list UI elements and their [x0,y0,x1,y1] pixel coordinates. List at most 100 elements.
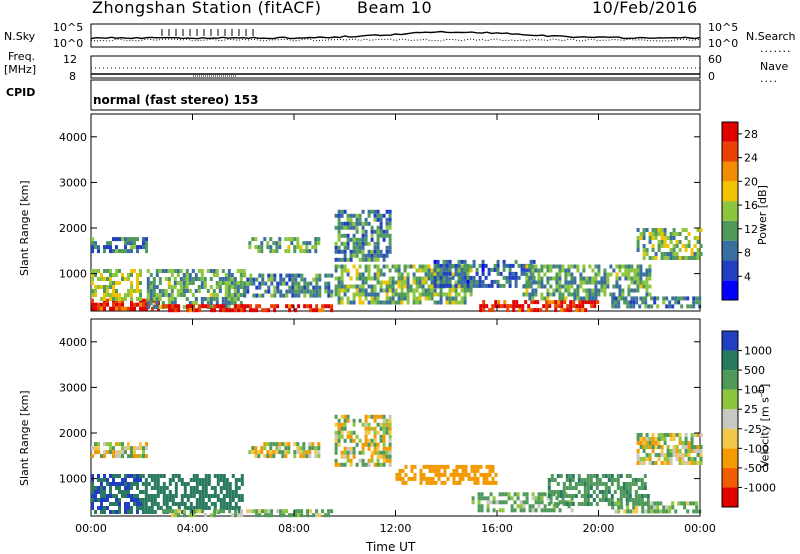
echo-cell [284,454,288,459]
echo-cell [197,285,201,289]
echo-cell [233,281,237,285]
echo-cell [421,284,425,289]
echo-cell [528,504,532,509]
nsky-label: N.Sky [4,30,36,43]
echo-cell [543,504,547,509]
echo-cell [189,502,193,506]
echo-cell [109,249,112,254]
echo-cell [496,267,500,272]
echo-cell [312,289,316,294]
echo-cell [509,304,513,309]
echo-cell [418,292,422,297]
echo-cell [118,297,121,301]
echo-cell [645,453,649,457]
echo-cell [639,461,643,465]
echo-cell [678,449,682,453]
echo-cell [412,288,416,293]
echo-cell [520,271,524,276]
echo-cell [145,245,148,250]
echo-cell [528,280,532,285]
echo-cell [424,276,428,281]
echo-cell [586,494,590,498]
echo-cell [463,292,467,297]
echo-cell [463,279,467,284]
echo-cell [168,506,172,510]
echo-cell [355,241,359,246]
echo-cell [376,225,380,230]
echo-cell [112,273,115,277]
echo-cell [302,450,306,455]
echo-cell [678,461,682,465]
echo-cell [225,502,229,506]
echo-cell [421,280,425,285]
echo-cell [228,486,232,490]
echo-cell [349,438,353,443]
echo-cell [595,494,599,498]
echo-cell [601,490,605,494]
echo-cell [639,276,643,281]
echo-cell [261,308,265,313]
echo-cell [567,272,571,277]
echo-cell [650,501,654,506]
echo-cell [177,502,181,506]
echo-cell [531,288,535,293]
echo-cell [663,461,667,465]
echo-cell [139,498,142,502]
echo-cell [97,269,100,273]
echo-cell [385,264,389,269]
echo-cell [534,508,538,513]
echo-cell [448,276,452,281]
echo-cell [233,285,237,289]
echo-cell [91,494,94,498]
echo-cell [565,478,569,482]
velocity-colorbar-label: Velocity [m s-1] [756,383,772,468]
echo-cell [139,281,142,285]
y-tick-label: 1000 [59,268,87,281]
echo-cell [422,472,426,477]
echo-cell [185,277,189,281]
echo-cell [121,446,124,451]
echo-cell [364,426,368,431]
echo-cell [385,446,389,451]
echo-cell [537,272,541,277]
echo-cell [185,273,189,277]
echo-cell [570,508,574,513]
echo-cell [534,288,538,293]
power-ylabel: Slant Range [km] [18,180,31,276]
echo-cell [302,442,306,447]
echo-cell [376,233,380,238]
echo-cell [696,248,700,252]
echo-cell [373,241,377,246]
echo-cell [97,478,100,482]
echo-cell [448,288,452,293]
echo-cell [127,454,130,459]
echo-cell [352,249,356,254]
echo-cell [566,304,570,309]
echo-cell [560,304,564,309]
echo-cell [346,272,350,277]
echo-cell [537,284,541,289]
echo-cell [139,297,142,301]
echo-cell [640,486,644,490]
echo-cell [379,253,383,258]
echo-cell [94,486,97,490]
echo-cell [445,292,449,297]
echo-cell [463,263,467,268]
echo-cell [645,288,649,293]
echo-cell [154,302,157,307]
echo-cell [152,297,156,301]
echo-cell [463,267,467,272]
echo-cell [635,501,639,506]
echo-cell [115,502,118,506]
echo-cell [379,268,383,273]
echo-cell [382,237,386,242]
echo-cell [597,292,601,297]
echo-cell [215,281,219,285]
echo-cell [225,506,229,510]
echo-cell [610,494,614,498]
echo-cell [434,480,438,485]
echo-cell [269,245,273,250]
echo-cell [508,275,512,280]
echo-cell [663,437,667,441]
echo-cell [340,249,344,254]
